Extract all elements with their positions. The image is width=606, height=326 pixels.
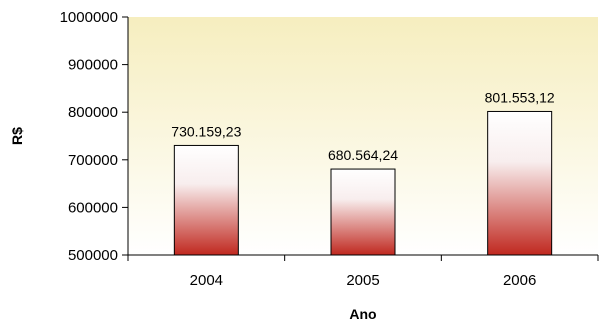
data-label-2004: 730.159,23 bbox=[171, 123, 241, 139]
x-tick-label-2004: 2004 bbox=[190, 272, 223, 289]
y-tick-label: 900000 bbox=[68, 57, 118, 74]
bar-2006 bbox=[487, 110, 553, 256]
y-tick-label: 1000000 bbox=[60, 9, 118, 26]
bar-2004 bbox=[173, 144, 239, 256]
x-axis-title: Ano bbox=[349, 306, 376, 322]
x-tick-label-2006: 2006 bbox=[503, 272, 536, 289]
data-label-2006: 801.553,12 bbox=[485, 89, 555, 105]
y-axis-title: R$ bbox=[9, 127, 25, 145]
x-axis-ticks: 2004 2005 2006 bbox=[127, 255, 599, 289]
bars-group bbox=[173, 110, 553, 256]
y-tick-label: 800000 bbox=[68, 104, 118, 121]
data-label-2005: 680.564,24 bbox=[328, 147, 398, 163]
y-axis-ticks: 500000 600000 700000 800000 900000 1000000 bbox=[60, 9, 128, 264]
data-labels-group: 730.159,23 680.564,24 801.553,12 bbox=[171, 89, 555, 163]
y-tick-label: 600000 bbox=[68, 199, 118, 216]
x-tick-label-2005: 2005 bbox=[346, 272, 379, 289]
y-tick-label: 700000 bbox=[68, 152, 118, 169]
y-tick-label: 500000 bbox=[68, 247, 118, 264]
bar-2005 bbox=[330, 168, 396, 256]
